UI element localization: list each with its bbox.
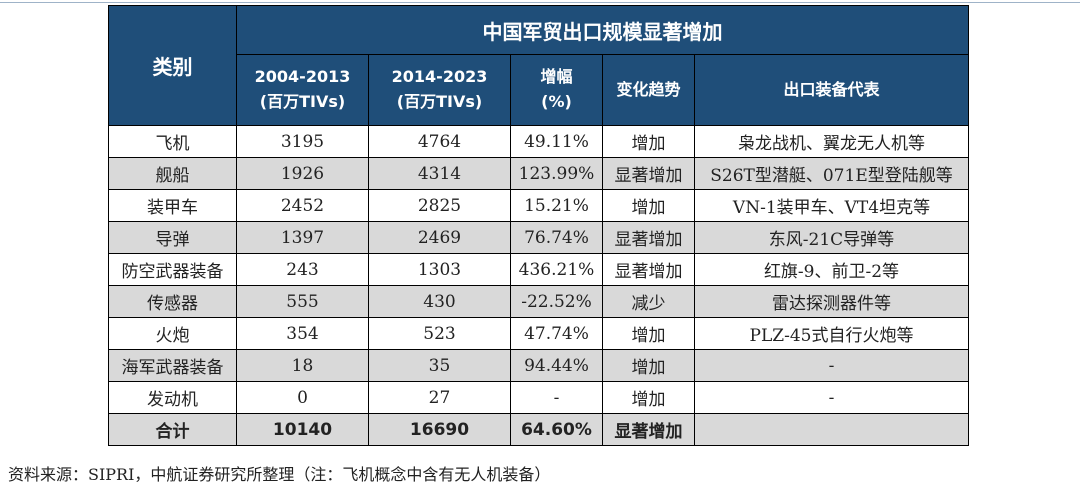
cell-p1: 1926 xyxy=(236,157,369,190)
cell-p1: 3195 xyxy=(236,125,369,158)
cell-category: 海军武器装备 xyxy=(108,349,237,382)
cell-equipment: 红旗-9、前卫-2等 xyxy=(694,253,969,286)
total-growth: 64.60% xyxy=(510,413,603,446)
cell-equipment: - xyxy=(694,349,969,382)
cell-p1: 555 xyxy=(236,285,369,318)
cell-p1: 18 xyxy=(236,349,369,382)
total-p2: 16690 xyxy=(368,413,511,446)
header-period2: 2014-2023 (百万TIVs) xyxy=(368,54,511,126)
total-p1: 10140 xyxy=(236,413,369,446)
cell-p2: 1303 xyxy=(368,253,511,286)
cell-trend: 增加 xyxy=(602,317,695,350)
cell-category: 发动机 xyxy=(108,381,237,414)
cell-p2: 4764 xyxy=(368,125,511,158)
header-period2-label: 2014-2023 xyxy=(391,67,488,87)
cell-p1: 0 xyxy=(236,381,369,414)
header-period1-unit: (百万TIVs) xyxy=(259,92,346,111)
header-trend: 变化趋势 xyxy=(602,54,695,126)
cell-p2: 2825 xyxy=(368,189,511,222)
header-growth-label: 增幅 xyxy=(540,67,573,87)
total-category: 合计 xyxy=(108,413,237,446)
cell-p2: 430 xyxy=(368,285,511,318)
cell-category: 传感器 xyxy=(108,285,237,318)
cell-growth: 15.21% xyxy=(510,189,603,222)
cell-equipment: S26T型潜艇、071E型登陆舰等 xyxy=(694,157,969,190)
cell-growth: 47.74% xyxy=(510,317,603,350)
cell-equipment: VN-1装甲车、VT4坦克等 xyxy=(694,189,969,222)
cell-trend: 增加 xyxy=(602,349,695,382)
cell-category: 防空武器装备 xyxy=(108,253,237,286)
cell-p1: 243 xyxy=(236,253,369,286)
cell-growth: - xyxy=(510,381,603,414)
header-period2-unit: (百万TIVs) xyxy=(396,92,483,111)
cell-p2: 35 xyxy=(368,349,511,382)
cell-category: 舰船 xyxy=(108,157,237,190)
total-trend: 显著增加 xyxy=(602,413,695,446)
table-row: 防空武器装备 243 1303 436.21% 显著增加 红旗-9、前卫-2等 xyxy=(108,253,969,286)
cell-growth: 94.44% xyxy=(510,349,603,382)
cell-p2: 27 xyxy=(368,381,511,414)
cell-category: 火炮 xyxy=(108,317,237,350)
cell-equipment: 枭龙战机、翼龙无人机等 xyxy=(694,125,969,158)
header-category: 类别 xyxy=(108,5,237,126)
table-title: 中国军贸出口规模显著增加 xyxy=(236,5,969,55)
header-period1-label: 2004-2013 xyxy=(254,67,351,87)
cell-trend: 显著增加 xyxy=(602,253,695,286)
header-equipment: 出口装备代表 xyxy=(694,54,969,126)
cell-growth: 123.99% xyxy=(510,157,603,190)
header-growth: 增幅 (%) xyxy=(510,54,603,126)
table-row: 火炮 354 523 47.74% 增加 PLZ-45式自行火炮等 xyxy=(108,317,969,350)
cell-category: 飞机 xyxy=(108,125,237,158)
cell-trend: 显著增加 xyxy=(602,157,695,190)
top-divider xyxy=(0,2,1080,3)
cell-p1: 1397 xyxy=(236,221,369,254)
cell-p2: 2469 xyxy=(368,221,511,254)
cell-p1: 2452 xyxy=(236,189,369,222)
arms-export-table: 类别 中国军贸出口规模显著增加 2004-2013 (百万TIVs) 2014-… xyxy=(108,5,969,446)
cell-trend: 显著增加 xyxy=(602,221,695,254)
cell-equipment: - xyxy=(694,381,969,414)
cell-equipment: 雷达探测器件等 xyxy=(694,285,969,318)
cell-growth: 76.74% xyxy=(510,221,603,254)
cell-category: 导弹 xyxy=(108,221,237,254)
total-equipment xyxy=(694,413,969,446)
cell-growth: 49.11% xyxy=(510,125,603,158)
cell-growth: 436.21% xyxy=(510,253,603,286)
cell-trend: 增加 xyxy=(602,189,695,222)
cell-growth: -22.52% xyxy=(510,285,603,318)
cell-p1: 354 xyxy=(236,317,369,350)
header-growth-unit: (%) xyxy=(541,92,572,111)
source-note: 资料来源：SIPRI，中航证券研究所整理（注：飞机概念中含有无人机装备） xyxy=(8,465,551,484)
cell-trend: 增加 xyxy=(602,125,695,158)
cell-category: 装甲车 xyxy=(108,189,237,222)
total-row: 合计 10140 16690 64.60% 显著增加 xyxy=(108,413,969,446)
table-row: 飞机 3195 4764 49.11% 增加 枭龙战机、翼龙无人机等 xyxy=(108,125,969,158)
cell-trend: 增加 xyxy=(602,381,695,414)
cell-trend: 减少 xyxy=(602,285,695,318)
table-row: 传感器 555 430 -22.52% 减少 雷达探测器件等 xyxy=(108,285,969,318)
table-row: 舰船 1926 4314 123.99% 显著增加 S26T型潜艇、071E型登… xyxy=(108,157,969,190)
cell-p2: 4314 xyxy=(368,157,511,190)
table-row: 装甲车 2452 2825 15.21% 增加 VN-1装甲车、VT4坦克等 xyxy=(108,189,969,222)
table-row: 海军武器装备 18 35 94.44% 增加 - xyxy=(108,349,969,382)
cell-equipment: PLZ-45式自行火炮等 xyxy=(694,317,969,350)
table-row: 发动机 0 27 - 增加 - xyxy=(108,381,969,414)
header-period1: 2004-2013 (百万TIVs) xyxy=(236,54,369,126)
table-row: 导弹 1397 2469 76.74% 显著增加 东风-21C导弹等 xyxy=(108,221,969,254)
cell-p2: 523 xyxy=(368,317,511,350)
cell-equipment: 东风-21C导弹等 xyxy=(694,221,969,254)
